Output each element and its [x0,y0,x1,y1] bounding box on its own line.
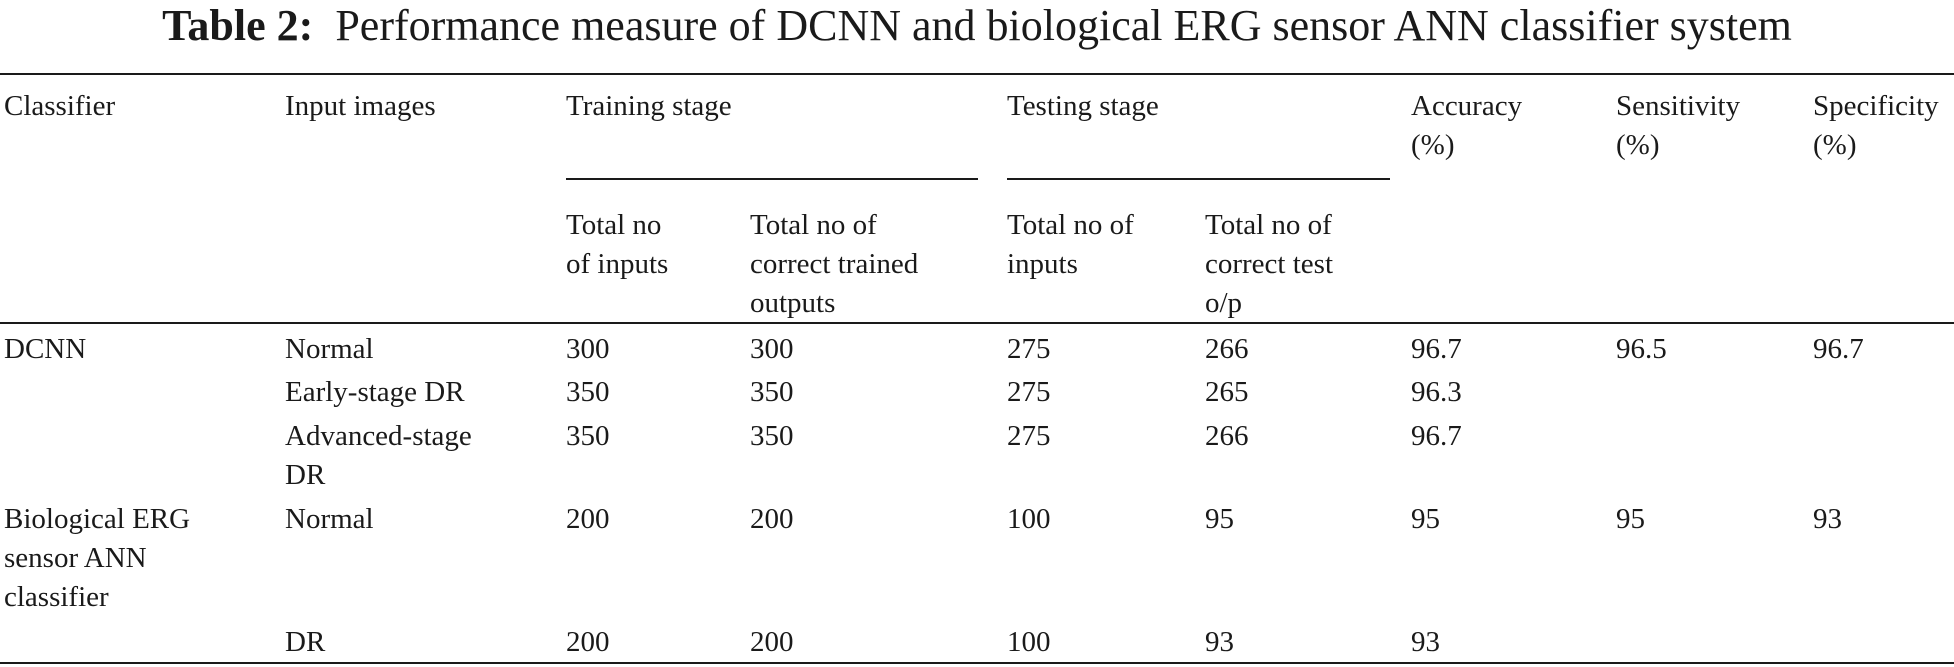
cell-train-total: 350 [566,376,610,408]
cell-input: Advanced-stage DR [285,417,472,495]
cell-input: Early-stage DR [285,376,465,408]
header-sensitivity-unit: (%) [1616,129,1660,161]
cell-train-correct: 200 [750,626,794,658]
cell-sensitivity: 96.5 [1616,333,1667,365]
cell-test-correct: 93 [1205,626,1234,658]
cell-test-correct: 95 [1205,503,1234,535]
cell-input-line-2: DR [285,459,326,491]
cell-input: DR [285,626,326,658]
header-testing-stage: Testing stage [1007,90,1159,122]
cell-classifier-line-2: sensor ANN [4,542,147,574]
table-title: Performance measure of DCNN and biologic… [335,1,1792,50]
cell-classifier-line-3: classifier [4,581,109,613]
header-accuracy-unit: (%) [1411,129,1455,161]
training-stage-rule [566,178,978,180]
header-test-correct-line-2: correct test [1205,248,1334,280]
header-specificity-unit: (%) [1813,129,1857,161]
header-specificity-line: Specificity [1813,90,1939,122]
cell-test-correct: 266 [1205,420,1249,452]
cell-train-correct: 350 [750,420,794,452]
header-test-correct-line-3: o/p [1205,287,1243,319]
cell-input-line-1: Advanced-stage [285,420,472,452]
header-test-total: Total no of inputs [1007,206,1134,284]
header-test-correct: Total no of correct test o/p [1205,206,1333,323]
cell-classifier-dcnn: DCNN [4,333,87,365]
header-accuracy-line: Accuracy [1411,90,1523,122]
cell-classifier-erg: Biological ERG sensor ANN classifier [4,500,190,617]
cell-accuracy: 96.7 [1411,420,1462,452]
bottom-rule [0,662,1954,664]
header-train-total-line-2: of inputs [566,248,669,280]
table-caption: Table 2: Performance measure of DCNN and… [0,0,1954,52]
header-test-total-line-2: inputs [1007,248,1078,280]
cell-test-correct: 266 [1205,333,1249,365]
cell-specificity: 96.7 [1813,333,1864,365]
cell-train-correct: 350 [750,376,794,408]
header-training-stage: Training stage [566,90,732,122]
cell-input: Normal [285,503,374,535]
cell-train-total: 350 [566,420,610,452]
cell-classifier-line-1: Biological ERG [4,503,191,535]
cell-accuracy: 96.3 [1411,376,1462,408]
header-rule [0,322,1954,324]
cell-test-total: 275 [1007,376,1051,408]
top-rule [0,73,1954,75]
cell-accuracy: 96.7 [1411,333,1462,365]
header-test-correct-line-1: Total no of [1205,209,1332,241]
cell-train-correct: 200 [750,503,794,535]
cell-train-total: 200 [566,503,610,535]
header-accuracy: Accuracy (%) [1411,87,1522,165]
header-sensitivity: Sensitivity (%) [1616,87,1740,165]
header-train-total: Total no of inputs [566,206,668,284]
header-train-correct-line-1: Total no of [750,209,877,241]
cell-train-correct: 300 [750,333,794,365]
cell-accuracy: 95 [1411,503,1440,535]
table-label: Table 2: [162,1,314,50]
header-classifier: Classifier [4,90,116,122]
header-test-total-line-1: Total no of [1007,209,1134,241]
cell-accuracy: 93 [1411,626,1440,658]
header-train-correct: Total no of correct trained outputs [750,206,918,323]
cell-test-total: 275 [1007,420,1051,452]
cell-test-total: 100 [1007,503,1051,535]
header-sensitivity-line: Sensitivity [1616,90,1741,122]
cell-train-total: 200 [566,626,610,658]
cell-test-correct: 265 [1205,376,1249,408]
cell-specificity: 93 [1813,503,1842,535]
cell-sensitivity: 95 [1616,503,1645,535]
header-train-total-line-1: Total no [566,209,662,241]
header-input-images: Input images [285,90,436,122]
cell-test-total: 100 [1007,626,1051,658]
testing-stage-rule [1007,178,1390,180]
cell-test-total: 275 [1007,333,1051,365]
header-train-correct-line-2: correct trained [750,248,919,280]
cell-input: Normal [285,333,374,365]
header-specificity: Specificity (%) [1813,87,1939,165]
header-train-correct-line-3: outputs [750,287,836,319]
cell-train-total: 300 [566,333,610,365]
